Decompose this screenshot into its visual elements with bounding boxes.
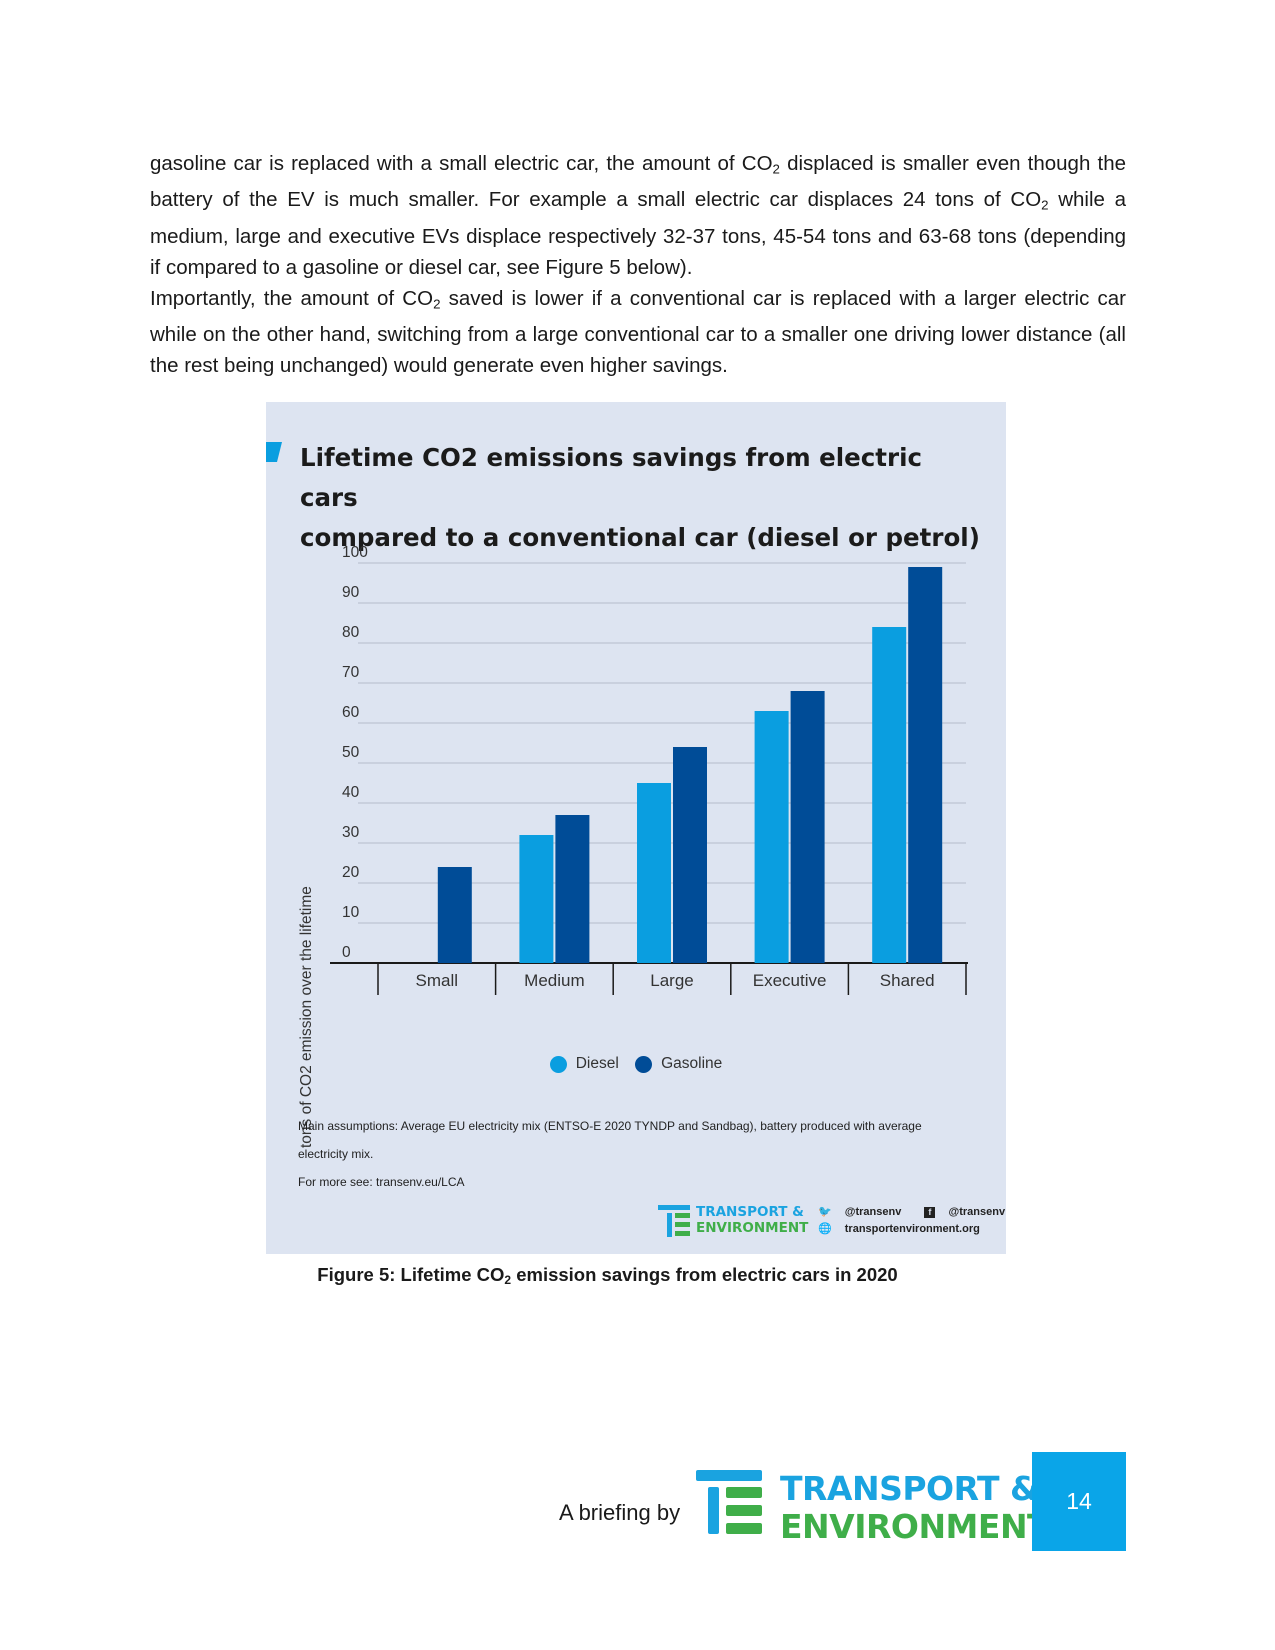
- legend-item-gasoline: Gasoline: [635, 1055, 722, 1073]
- p1-part-c: while a medium, large and executive EVs …: [150, 188, 1126, 279]
- facebook-icon: f: [924, 1207, 936, 1218]
- figure-title: Lifetime CO2 emissions savings from elec…: [300, 438, 980, 558]
- p1-sub-b: 2: [1041, 197, 1049, 213]
- body-text: gasoline car is replaced with a small el…: [150, 148, 1126, 381]
- bar-diesel-executive: [754, 711, 789, 963]
- figure-notes: Main assumptions: Average EU electricity…: [298, 1112, 978, 1196]
- te-brand-small-line-1: TRANSPORT &: [696, 1204, 804, 1220]
- bar-gasoline-executive: [790, 691, 825, 963]
- p1-part-b: displaced is smaller even though the bat…: [150, 152, 1126, 212]
- notes-line-3: For more see: transenv.eu/LCA: [298, 1175, 465, 1189]
- y-tick-label: 20: [342, 864, 360, 881]
- twitter-handle: @transenv: [844, 1206, 902, 1218]
- bar-gasoline-shared: [908, 567, 943, 963]
- x-tick-label: Executive: [753, 971, 827, 990]
- figure-5: Lifetime CO2 emissions savings from elec…: [266, 402, 1006, 1254]
- y-tick-label: 40: [342, 784, 360, 801]
- figure-title-line-2: compared to a conventional car (diesel o…: [300, 523, 980, 552]
- x-tick-label: Shared: [880, 971, 935, 990]
- x-tick-label: Medium: [524, 971, 584, 990]
- facebook-handle: @transenv: [948, 1206, 1006, 1218]
- te-logo-text: TRANSPORT & ENVIRONMENT: [780, 1469, 1050, 1546]
- figure-footer: TRANSPORT & ENVIRONMENT 🐦 @transenv f @t…: [658, 1204, 1005, 1242]
- website-text: transportenvironment.org: [844, 1223, 980, 1235]
- social-links: 🐦 @transenv f @transenv 🌐 transportenvir…: [818, 1204, 1025, 1238]
- p2-part-b: saved is lower if a conventional car is …: [150, 286, 1126, 377]
- page-number: 14: [1032, 1452, 1126, 1551]
- p2-sub: 2: [433, 295, 441, 311]
- bar-gasoline-medium: [555, 815, 590, 963]
- legend-item-diesel: Diesel: [549, 1055, 619, 1073]
- paragraph-1: gasoline car is replaced with a small el…: [150, 148, 1126, 283]
- bar-diesel-large: [637, 783, 671, 963]
- p1-part-a: gasoline car is replaced with a small el…: [150, 152, 773, 175]
- logo-line-1: TRANSPORT &: [780, 1469, 1039, 1508]
- x-tick-label: Small: [416, 971, 459, 990]
- legend-label-gasoline: Gasoline: [661, 1055, 723, 1072]
- paragraph-2: Importantly, the amount of CO2 saved is …: [150, 283, 1126, 381]
- te-brand-small-line-2: ENVIRONMENT: [696, 1220, 809, 1236]
- legend-dot-diesel-icon: [549, 1055, 567, 1073]
- logo-line-2: ENVIRONMENT: [780, 1507, 1050, 1546]
- twitter-icon: 🐦: [818, 1206, 832, 1218]
- p2-part-a: Importantly, the amount of CO: [150, 286, 434, 310]
- y-tick-label: 60: [342, 704, 360, 721]
- figure-caption: Figure 5: Lifetime CO2 emission savings …: [0, 1264, 1275, 1287]
- caption-sub: 2: [504, 1273, 512, 1287]
- facebook-link[interactable]: f @transenv: [924, 1206, 1015, 1218]
- y-tick-label: 70: [342, 664, 360, 681]
- legend-label-diesel: Diesel: [575, 1055, 619, 1072]
- briefing-label: A briefing by: [559, 1500, 681, 1525]
- notes-line-1: Main assumptions: Average EU electricity…: [298, 1119, 922, 1133]
- y-tick-label: 30: [342, 824, 360, 841]
- y-tick-label: 0: [342, 944, 351, 961]
- bar-chart: 0 10 20 30 40 50 60 70 80 90 100 Small Medium Large Ex…: [330, 544, 968, 995]
- page-number-text: 14: [1066, 1488, 1092, 1514]
- te-logo-small-icon: [658, 1205, 690, 1237]
- globe-icon: 🌐: [818, 1223, 832, 1235]
- y-tick-label: 50: [342, 744, 360, 761]
- te-logo-icon: [696, 1470, 762, 1534]
- p1-sub-a: 2: [772, 161, 780, 177]
- chart-legend: Diesel Gasoline: [266, 1055, 1006, 1078]
- caption-prefix: Figure 5: Lifetime CO: [317, 1264, 505, 1285]
- website-link[interactable]: 🌐 transportenvironment.org: [818, 1221, 1025, 1238]
- legend-dot-gasoline-icon: [635, 1055, 653, 1073]
- title-accent-icon: [266, 442, 282, 462]
- y-tick-label: 100: [342, 544, 368, 561]
- x-tick-label: Large: [650, 971, 693, 990]
- figure-title-line-1: Lifetime CO2 emissions savings from elec…: [300, 443, 923, 512]
- bar-gasoline-small: [437, 867, 472, 963]
- y-tick-label: 10: [342, 904, 360, 921]
- bar-diesel-shared: [872, 627, 907, 963]
- bar-gasoline-large: [673, 747, 707, 963]
- caption-suffix: emission savings from electric cars in 2…: [511, 1264, 898, 1285]
- te-brand-small: TRANSPORT & ENVIRONMENT: [696, 1204, 808, 1236]
- twitter-link[interactable]: 🐦 @transenv: [818, 1206, 911, 1218]
- notes-line-2: electricity mix.: [298, 1147, 374, 1161]
- y-tick-label: 90: [342, 584, 360, 601]
- bar-diesel-medium: [519, 835, 554, 963]
- y-tick-label: 80: [342, 624, 360, 641]
